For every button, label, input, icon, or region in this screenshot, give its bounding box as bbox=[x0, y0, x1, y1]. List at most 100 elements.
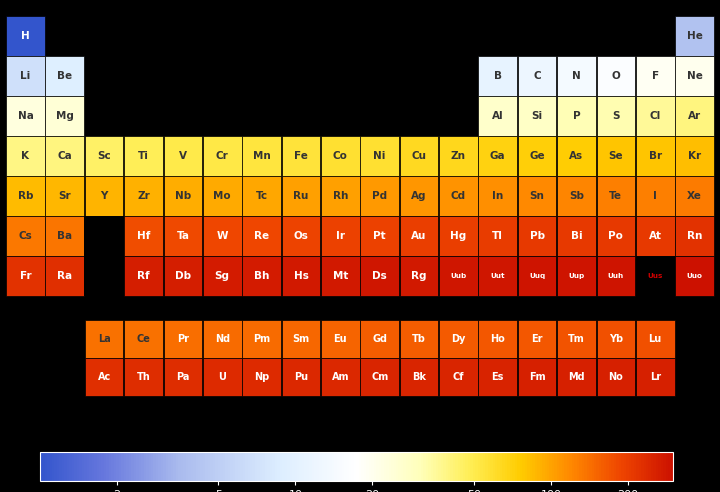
Text: N: N bbox=[572, 71, 581, 81]
Text: V: V bbox=[179, 151, 187, 161]
Text: Kr: Kr bbox=[688, 151, 701, 161]
Text: Er: Er bbox=[531, 334, 543, 344]
Bar bbox=[557, 136, 596, 176]
Text: Se: Se bbox=[608, 151, 623, 161]
Bar bbox=[518, 358, 557, 396]
Bar bbox=[125, 136, 163, 176]
Text: Xe: Xe bbox=[687, 191, 702, 201]
Text: Na: Na bbox=[17, 111, 33, 121]
Text: Sm: Sm bbox=[292, 334, 310, 344]
Text: Ce: Ce bbox=[137, 334, 150, 344]
Text: Ag: Ag bbox=[411, 191, 427, 201]
Text: H: H bbox=[21, 31, 30, 41]
Bar bbox=[400, 256, 438, 296]
Text: Ru: Ru bbox=[293, 191, 309, 201]
Bar bbox=[85, 136, 124, 176]
Text: At: At bbox=[649, 231, 662, 241]
Bar bbox=[6, 56, 45, 95]
Text: F: F bbox=[652, 71, 659, 81]
Text: Ne: Ne bbox=[687, 71, 703, 81]
Bar bbox=[163, 358, 202, 396]
Bar bbox=[85, 176, 124, 216]
Bar bbox=[282, 176, 320, 216]
Text: Db: Db bbox=[175, 271, 191, 281]
Text: Sg: Sg bbox=[215, 271, 230, 281]
Text: Ti: Ti bbox=[138, 151, 149, 161]
Bar bbox=[557, 320, 596, 358]
Text: Pm: Pm bbox=[253, 334, 270, 344]
Text: Si: Si bbox=[531, 111, 543, 121]
Bar bbox=[557, 358, 596, 396]
Text: Al: Al bbox=[492, 111, 503, 121]
Bar bbox=[596, 256, 635, 296]
Text: Tm: Tm bbox=[568, 334, 585, 344]
Text: Ta: Ta bbox=[176, 231, 189, 241]
Text: Cf: Cf bbox=[453, 372, 464, 382]
Bar bbox=[321, 358, 360, 396]
Bar bbox=[203, 136, 242, 176]
Bar bbox=[518, 320, 557, 358]
Text: Nd: Nd bbox=[215, 334, 230, 344]
Text: Cd: Cd bbox=[451, 191, 466, 201]
Bar bbox=[478, 96, 517, 136]
Bar bbox=[675, 216, 714, 256]
Text: Nb: Nb bbox=[175, 191, 191, 201]
Bar bbox=[282, 256, 320, 296]
Bar bbox=[45, 136, 84, 176]
Text: Ba: Ba bbox=[57, 231, 73, 241]
Bar bbox=[636, 216, 675, 256]
Bar bbox=[596, 136, 635, 176]
Bar bbox=[203, 256, 242, 296]
Bar bbox=[596, 358, 635, 396]
Bar bbox=[45, 216, 84, 256]
Text: No: No bbox=[608, 372, 624, 382]
Bar bbox=[45, 96, 84, 136]
Text: Cu: Cu bbox=[412, 151, 426, 161]
Text: Pu: Pu bbox=[294, 372, 308, 382]
Text: Tl: Tl bbox=[492, 231, 503, 241]
Text: O: O bbox=[611, 71, 620, 81]
Text: Ga: Ga bbox=[490, 151, 505, 161]
Bar bbox=[400, 136, 438, 176]
Text: Sb: Sb bbox=[569, 191, 584, 201]
Bar bbox=[282, 216, 320, 256]
Text: Ac: Ac bbox=[97, 372, 111, 382]
Bar bbox=[596, 320, 635, 358]
Text: Pb: Pb bbox=[529, 231, 545, 241]
Bar bbox=[478, 56, 517, 95]
Bar bbox=[243, 136, 281, 176]
Bar bbox=[439, 256, 478, 296]
Text: Ar: Ar bbox=[688, 111, 701, 121]
Bar bbox=[243, 256, 281, 296]
Bar bbox=[163, 136, 202, 176]
Text: As: As bbox=[570, 151, 583, 161]
Bar bbox=[321, 320, 360, 358]
Bar bbox=[596, 56, 635, 95]
Bar bbox=[557, 256, 596, 296]
Text: Y: Y bbox=[101, 191, 108, 201]
Bar bbox=[45, 56, 84, 95]
Bar bbox=[163, 320, 202, 358]
Text: Hs: Hs bbox=[294, 271, 308, 281]
Bar bbox=[675, 136, 714, 176]
Text: B: B bbox=[494, 71, 502, 81]
Text: Gd: Gd bbox=[372, 334, 387, 344]
Text: Tb: Tb bbox=[412, 334, 426, 344]
Bar bbox=[163, 216, 202, 256]
Text: Pd: Pd bbox=[372, 191, 387, 201]
Text: Rf: Rf bbox=[138, 271, 150, 281]
Text: Md: Md bbox=[568, 372, 585, 382]
Text: Uuo: Uuo bbox=[687, 273, 703, 279]
Bar bbox=[360, 320, 399, 358]
Text: Lr: Lr bbox=[649, 372, 661, 382]
Bar bbox=[400, 176, 438, 216]
Text: Po: Po bbox=[608, 231, 624, 241]
Bar bbox=[321, 216, 360, 256]
Text: Hg: Hg bbox=[450, 231, 467, 241]
Bar bbox=[596, 176, 635, 216]
Bar bbox=[636, 136, 675, 176]
Bar bbox=[557, 56, 596, 95]
Text: U: U bbox=[218, 372, 226, 382]
Bar bbox=[243, 176, 281, 216]
Text: Zn: Zn bbox=[451, 151, 466, 161]
